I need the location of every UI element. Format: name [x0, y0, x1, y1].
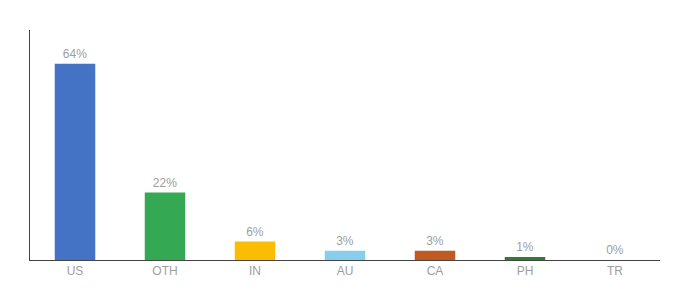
svg-text:0%: 0%: [606, 243, 624, 257]
svg-text:PH: PH: [517, 264, 534, 278]
svg-text:1%: 1%: [516, 240, 534, 254]
svg-text:3%: 3%: [426, 234, 444, 248]
svg-text:US: US: [67, 264, 84, 278]
svg-text:AU: AU: [337, 264, 354, 278]
svg-text:CA: CA: [427, 264, 444, 278]
svg-text:6%: 6%: [246, 225, 264, 239]
svg-text:OTH: OTH: [152, 264, 177, 278]
svg-text:IN: IN: [249, 264, 261, 278]
svg-text:3%: 3%: [336, 234, 354, 248]
svg-text:64%: 64%: [63, 47, 87, 61]
svg-text:TR: TR: [607, 264, 623, 278]
svg-text:22%: 22%: [153, 176, 177, 190]
